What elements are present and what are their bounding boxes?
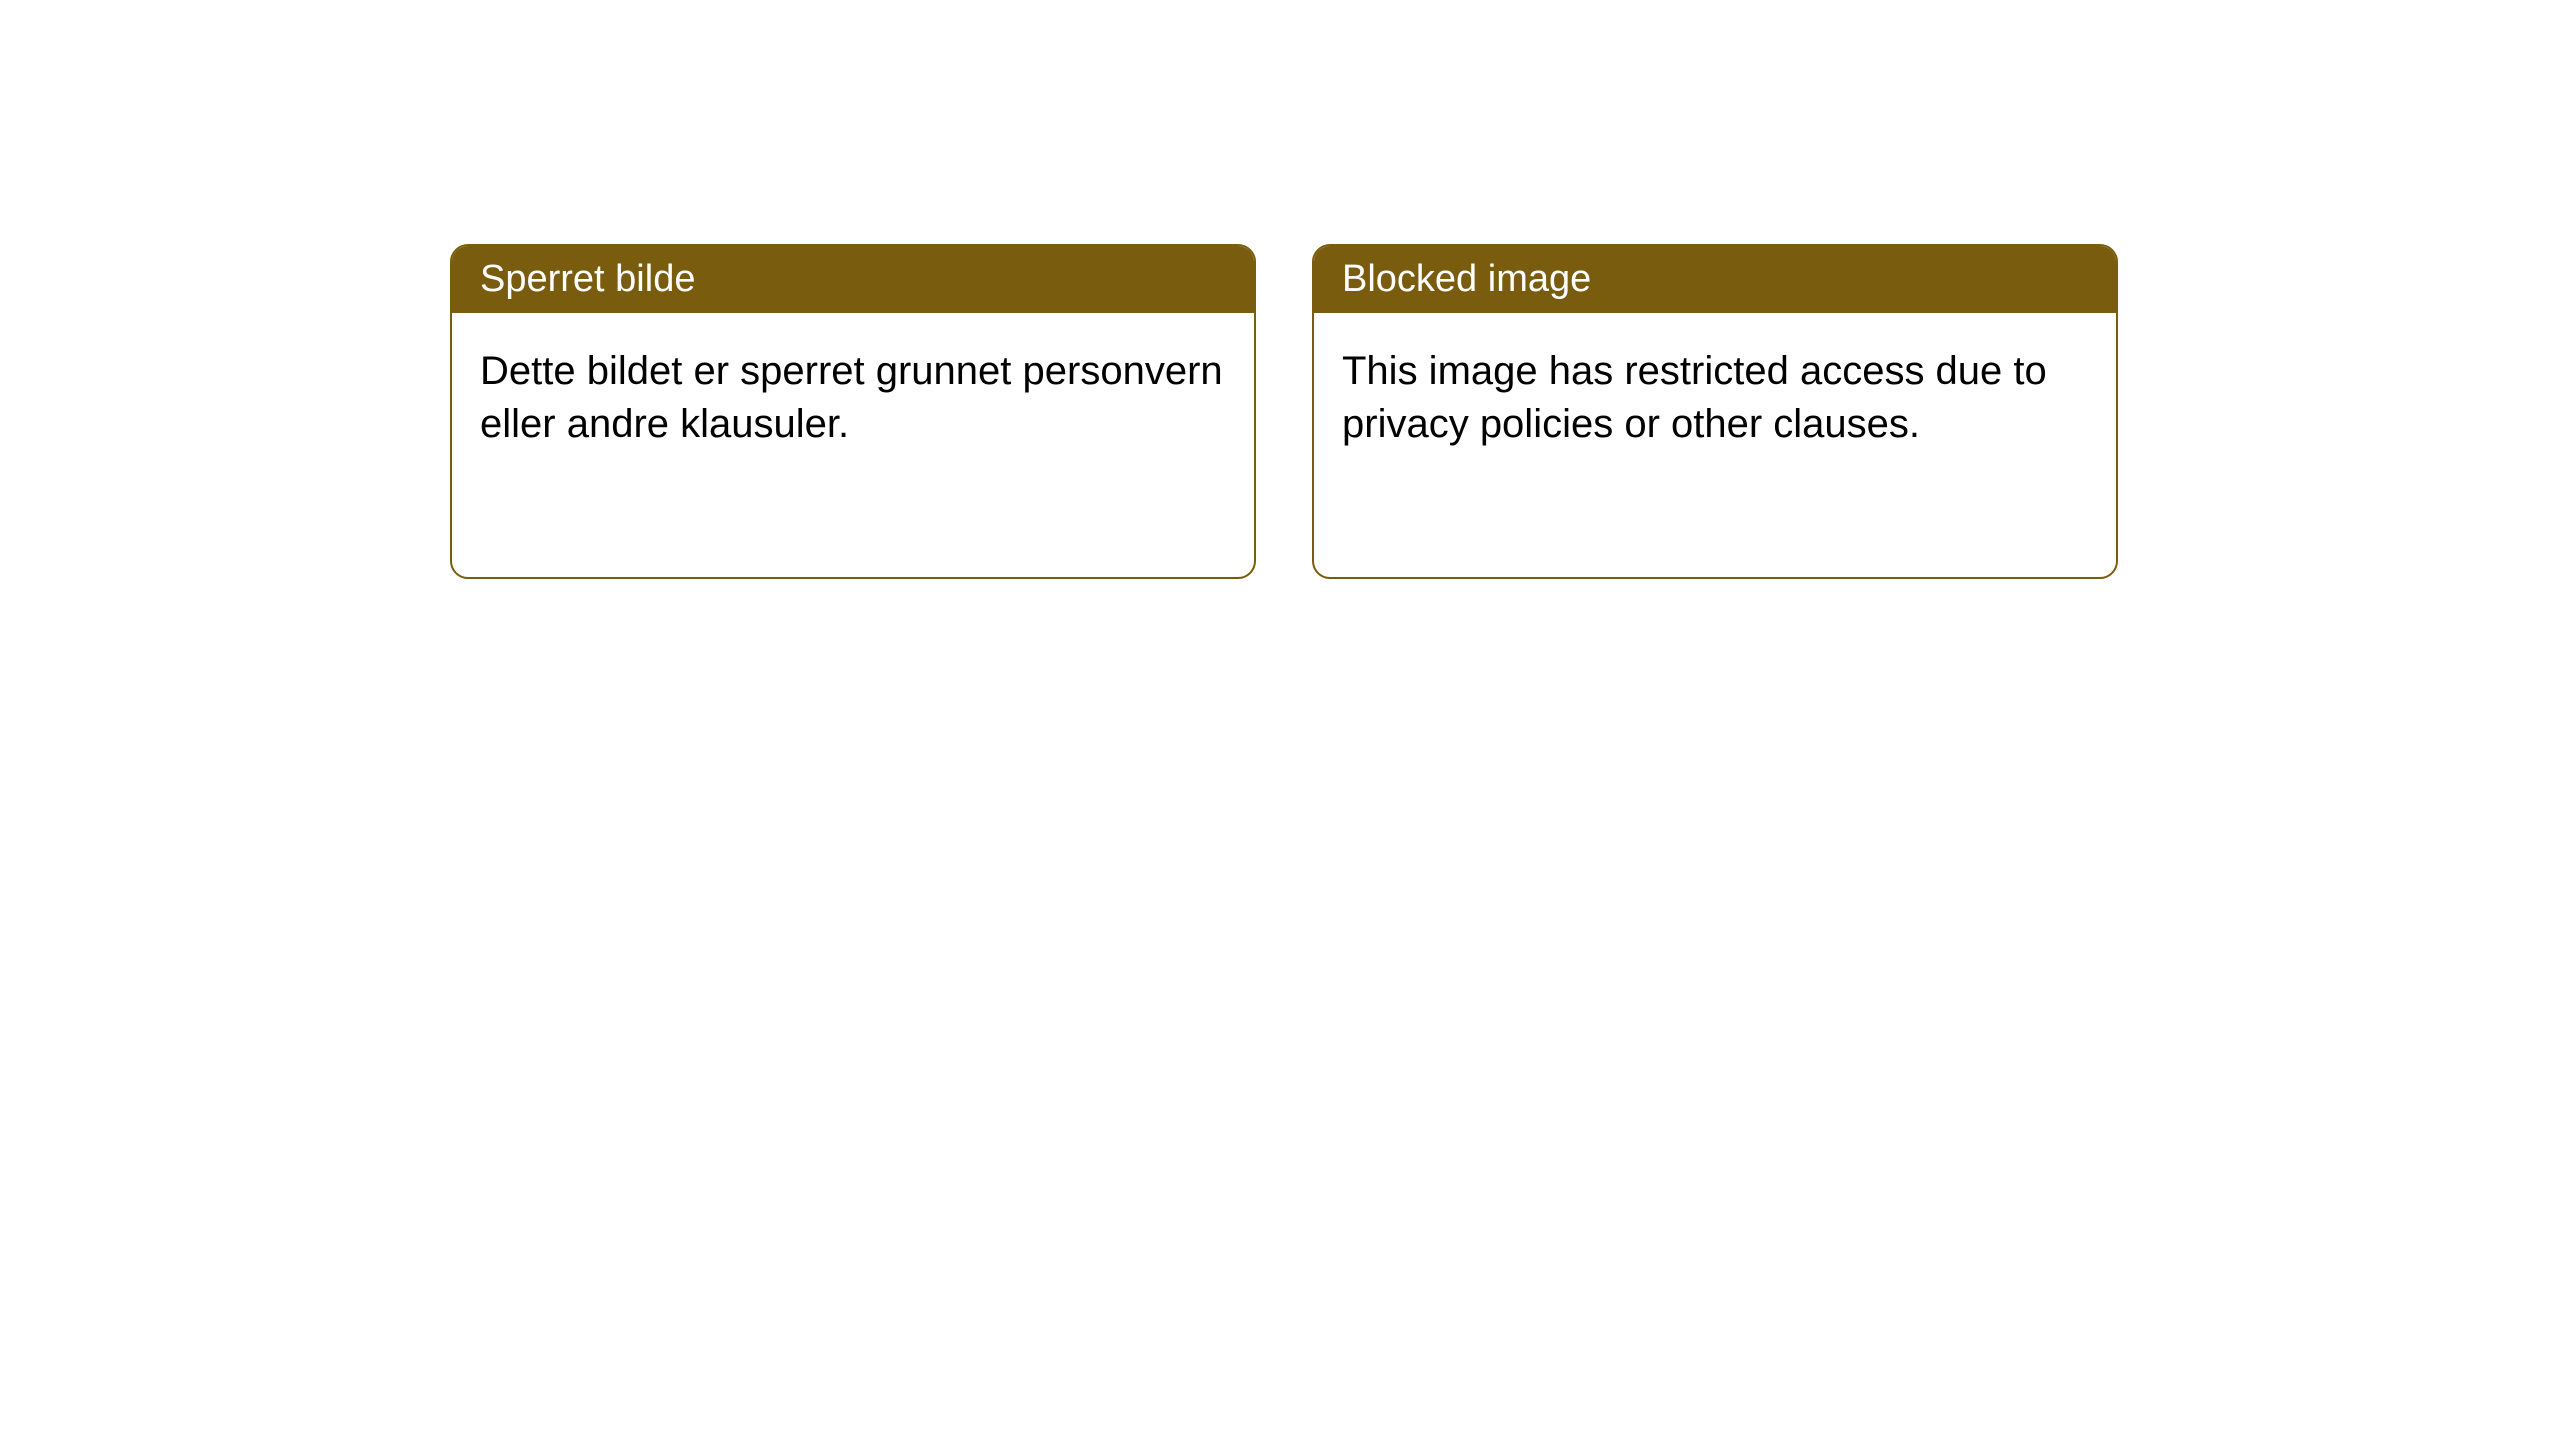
- notice-text: This image has restricted access due to …: [1342, 345, 2088, 451]
- notice-body: This image has restricted access due to …: [1314, 313, 2116, 577]
- notice-card-english: Blocked image This image has restricted …: [1312, 244, 2118, 579]
- notice-card-norwegian: Sperret bilde Dette bildet er sperret gr…: [450, 244, 1256, 579]
- notice-title: Blocked image: [1314, 246, 2116, 313]
- notice-text: Dette bildet er sperret grunnet personve…: [480, 345, 1226, 451]
- notice-title: Sperret bilde: [452, 246, 1254, 313]
- notice-container: Sperret bilde Dette bildet er sperret gr…: [0, 0, 2560, 579]
- notice-body: Dette bildet er sperret grunnet personve…: [452, 313, 1254, 577]
